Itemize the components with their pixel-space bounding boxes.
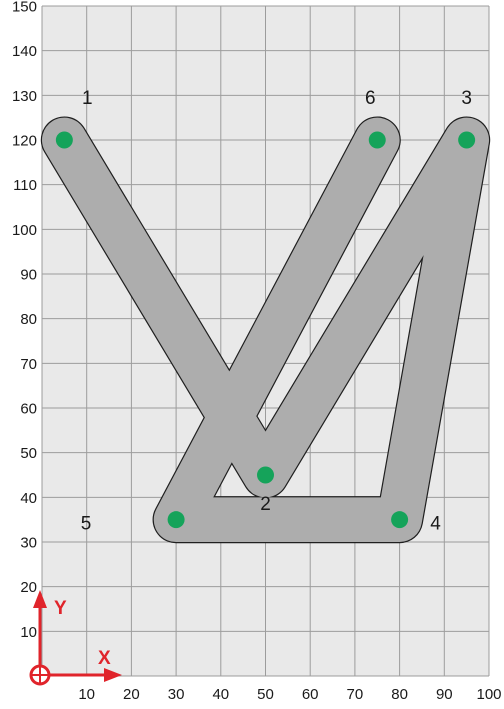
y-tick-label: 10 <box>20 624 37 641</box>
x-axis-label: X <box>98 648 111 669</box>
point-marker <box>167 511 185 529</box>
x-tick-label: 100 <box>476 686 501 703</box>
y-tick-label: 80 <box>20 311 37 328</box>
point-label: 4 <box>430 514 441 535</box>
y-tick-label: 70 <box>20 356 37 373</box>
axis-tick-labels: 10 20 30 40 50 60 70 80 90 100 10 20 30 40 50 60 70 80 90 1… <box>12 0 502 703</box>
point-marker <box>458 131 476 149</box>
y-tick-label: 150 <box>12 0 37 16</box>
x-tick-label: 20 <box>123 686 140 703</box>
point-label: 6 <box>365 88 376 109</box>
point-label: 5 <box>81 514 92 535</box>
point-marker <box>368 131 386 149</box>
x-tick-label: 30 <box>168 686 185 703</box>
point-label: 1 <box>82 88 93 109</box>
y-tick-label: 90 <box>20 267 37 284</box>
y-tick-label: 100 <box>12 222 37 239</box>
x-tick-label: 70 <box>347 686 364 703</box>
y-tick-label: 130 <box>12 88 37 105</box>
toolpath-fill <box>41 117 489 543</box>
x-tick-label: 60 <box>302 686 319 703</box>
y-tick-label: 60 <box>20 401 37 418</box>
point-label: 3 <box>461 88 472 109</box>
path-points: 1 2 3 4 5 6 <box>55 88 476 535</box>
x-tick-label: 40 <box>212 686 229 703</box>
point-label: 2 <box>260 494 271 515</box>
y-tick-label: 30 <box>20 535 37 552</box>
y-arrow-head <box>33 590 47 608</box>
point-marker <box>391 511 409 529</box>
y-tick-label: 50 <box>20 445 37 462</box>
point-marker <box>55 131 73 149</box>
y-tick-label: 20 <box>20 579 37 596</box>
toolpath <box>40 116 491 544</box>
x-arrow-head <box>104 668 122 682</box>
x-tick-label: 50 <box>257 686 274 703</box>
y-tick-label: 120 <box>12 133 37 150</box>
axis-indicator: X Y <box>29 590 122 686</box>
y-tick-label: 110 <box>13 177 37 194</box>
x-tick-label: 10 <box>78 686 95 703</box>
point-marker <box>257 466 274 484</box>
y-tick-label: 40 <box>20 490 37 507</box>
y-tick-label: 140 <box>12 43 37 60</box>
y-axis-label: Y <box>54 598 67 619</box>
x-tick-label: 80 <box>391 686 408 703</box>
x-tick-label: 90 <box>436 686 453 703</box>
